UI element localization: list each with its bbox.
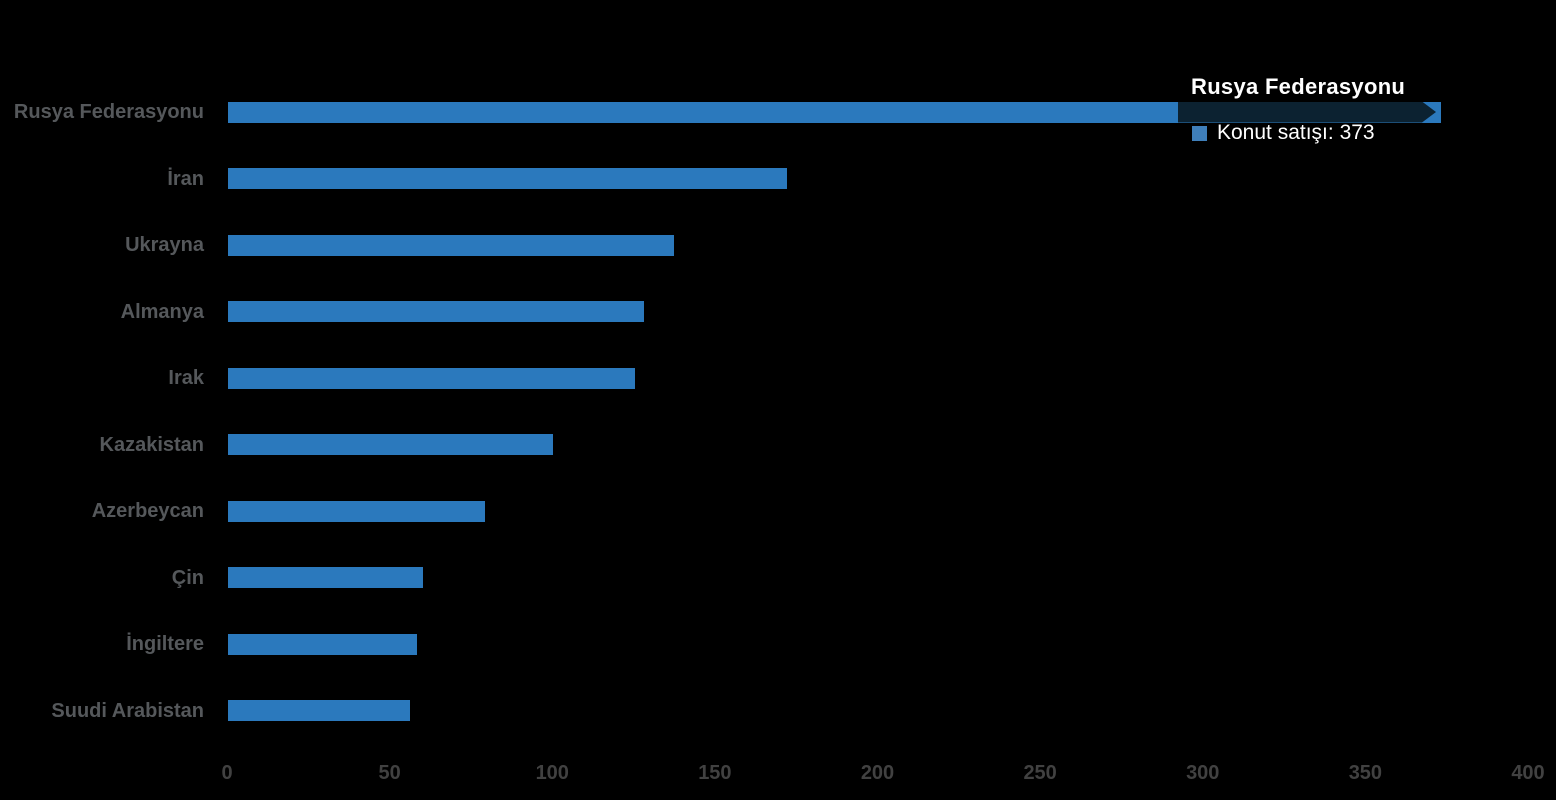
x-axis-tick-label: 250 bbox=[1023, 762, 1057, 784]
bar[interactable] bbox=[228, 567, 424, 588]
tooltip-title: Rusya Federasyonu bbox=[1191, 74, 1406, 99]
x-axis-tick-label: 400 bbox=[1511, 762, 1545, 784]
x-axis-tick-label: 0 bbox=[221, 762, 233, 784]
x-axis-tick-label: 300 bbox=[1186, 762, 1220, 784]
x-axis-tick-label: 200 bbox=[860, 762, 895, 784]
bar[interactable] bbox=[228, 234, 674, 256]
category-label: Irak bbox=[168, 367, 204, 389]
bar[interactable] bbox=[228, 500, 485, 522]
tooltip-value-text: Konut satışı: 373 bbox=[1217, 121, 1375, 144]
x-axis-tick-label: 350 bbox=[1348, 762, 1383, 784]
x-axis-tick-label: 150 bbox=[698, 762, 732, 784]
bar[interactable] bbox=[228, 700, 411, 721]
x-axis-tick-label: 50 bbox=[378, 762, 401, 784]
bar[interactable] bbox=[228, 101, 1442, 123]
category-label: Rusya Federasyonu bbox=[13, 101, 204, 123]
tooltip-value-line: Konut satışı: 373 bbox=[1192, 120, 1375, 146]
tooltip-bar-highlight bbox=[1178, 102, 1436, 123]
bar[interactable] bbox=[228, 434, 554, 455]
bar[interactable] bbox=[228, 168, 788, 189]
bar[interactable] bbox=[228, 301, 645, 322]
category-label: İran bbox=[167, 167, 204, 190]
category-label: Ukrayna bbox=[125, 234, 204, 256]
x-axis-tick-label: 100 bbox=[535, 762, 569, 784]
category-label: Kazakistan bbox=[99, 433, 205, 456]
category-label: İngiltere bbox=[126, 633, 204, 655]
bar[interactable] bbox=[228, 633, 417, 655]
category-label: Almanya bbox=[120, 300, 204, 323]
category-label: Çin bbox=[171, 566, 204, 589]
category-label: Suudi Arabistan bbox=[51, 699, 204, 722]
category-label: Azerbeycan bbox=[91, 500, 204, 522]
bar[interactable] bbox=[228, 367, 635, 389]
legend-swatch-icon bbox=[1192, 125, 1207, 141]
